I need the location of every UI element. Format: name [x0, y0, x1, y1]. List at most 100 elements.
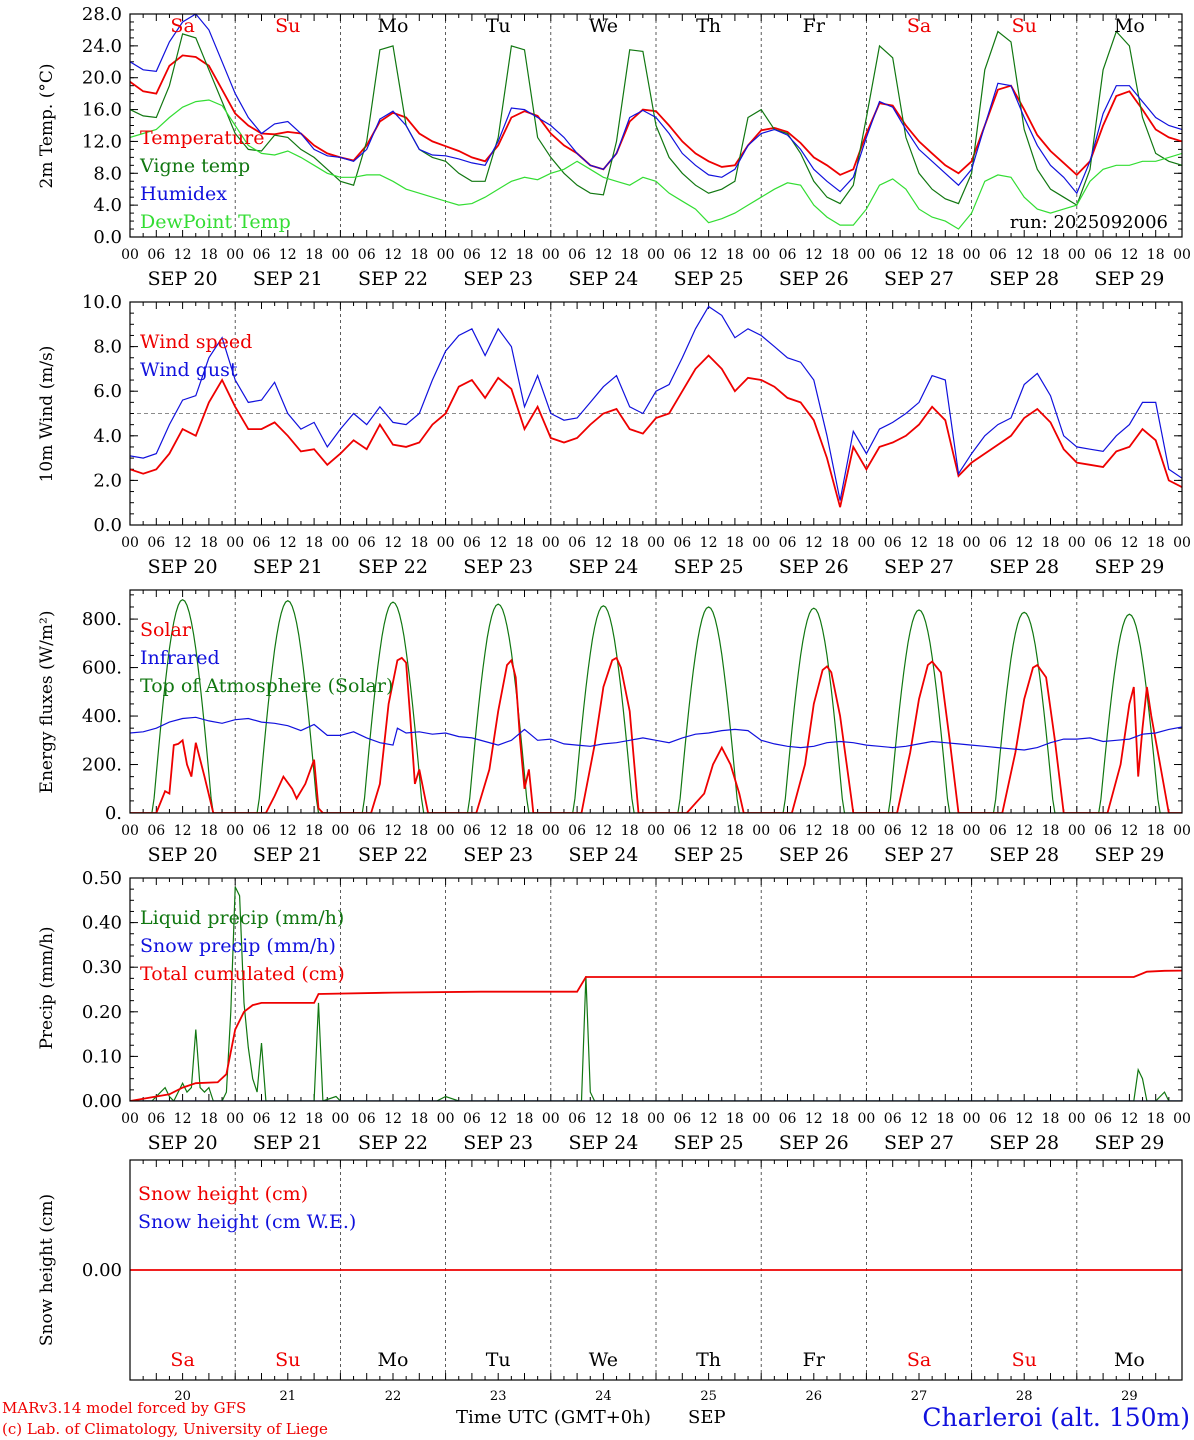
precip-hour-label: 00 [752, 1111, 770, 1127]
precip-hour-label: 00 [226, 1111, 244, 1127]
wind-hour-label: 18 [410, 535, 428, 551]
precip-hour-label: 06 [673, 1111, 691, 1127]
wind-hour-label: 18 [1042, 535, 1060, 551]
energy-y-tick-label: 600. [82, 658, 122, 679]
snow-plot-frame [129, 1159, 1183, 1381]
wind-date-label: SEP 22 [358, 556, 428, 578]
temperature-hour-label: 18 [516, 247, 534, 263]
temperature-hour-label: 18 [1147, 247, 1165, 263]
energy-date-label: SEP 29 [1094, 844, 1164, 866]
precip-hour-label: 12 [174, 1111, 192, 1127]
energy-hour-label: 06 [779, 823, 797, 839]
precip-hour-label: 18 [1042, 1111, 1060, 1127]
precip-hour-label: 00 [963, 1111, 981, 1127]
energy-hour-label: 00 [226, 823, 244, 839]
legend-infrared: Infrared [140, 647, 220, 669]
precip-hour-label: 00 [331, 1111, 349, 1127]
energy-hour-label: 00 [1068, 823, 1086, 839]
credit-line-2: (c) Lab. of Climatology, University of L… [2, 1420, 328, 1438]
energy-hour-label: 06 [989, 823, 1007, 839]
x-axis-title: Time UTC (GMT+0h) [456, 1407, 651, 1428]
snow-day-name: Mo [1114, 1349, 1145, 1371]
precip-date-label: SEP 25 [674, 1132, 744, 1154]
wind-hour-label: 00 [857, 535, 875, 551]
energy-date-label: SEP 27 [884, 844, 954, 866]
temperature-hour-label: 06 [779, 247, 797, 263]
temperature-day-name: Su [1012, 15, 1037, 37]
temperature-date-label: SEP 22 [358, 268, 428, 290]
temperature-day-name: Mo [378, 15, 409, 37]
precip-hour-label: 00 [437, 1111, 455, 1127]
energy-x-axis-labels: 00 06 12 18 00 06 12 18 00 06 12 18 00 06 12 18 00 06 12 18… [121, 823, 1191, 866]
wind-date-label: SEP 23 [463, 556, 533, 578]
energy-hour-label: 06 [463, 823, 481, 839]
energy-series [130, 598, 1182, 813]
wind-day-separators [234, 302, 1078, 525]
temperature-hour-label: 12 [1015, 247, 1033, 263]
series-total-cumulated-cm [130, 969, 1182, 1101]
precip-date-label: SEP 28 [989, 1132, 1059, 1154]
energy-hour-label: 18 [305, 823, 323, 839]
energy-hour-label: 00 [857, 823, 875, 839]
precip-hour-label: 12 [279, 1111, 297, 1127]
wind-hour-label: 00 [647, 535, 665, 551]
energy-hour-label: 12 [384, 823, 402, 839]
wind-hour-label: 18 [936, 535, 954, 551]
day-number-label: 23 [490, 1389, 507, 1404]
station-title: Charleroi (alt. 150m) [922, 1403, 1190, 1432]
precip-y-tick-labels: 0.00 0.10 0.20 0.30 0.40 0.50 [82, 868, 122, 1112]
energy-hour-label: 12 [489, 823, 507, 839]
wind-x-axis-labels: 00 06 12 18 00 06 12 18 00 06 12 18 00 06 12 18 00 06 12 18… [121, 535, 1191, 578]
temperature-date-label: SEP 24 [568, 268, 638, 290]
precip-y-axis-label: Precip (mm/h) [37, 926, 57, 1049]
temperature-hour-label: 12 [594, 247, 612, 263]
precip-hour-label: 18 [200, 1111, 218, 1127]
wind-hour-label: 00 [1173, 535, 1191, 551]
energy-hour-label: 12 [279, 823, 297, 839]
series-solar [130, 656, 1182, 813]
precip-date-label: SEP 26 [779, 1132, 849, 1154]
temperature-hour-label: 00 [226, 247, 244, 263]
precip-date-label: SEP 27 [884, 1132, 954, 1154]
wind-hour-label: 12 [384, 535, 402, 551]
snow-y-tick-label: 0.00 [82, 1260, 122, 1281]
precip-hour-label: 06 [779, 1111, 797, 1127]
wind-hour-label: 00 [226, 535, 244, 551]
wind-y-tick-labels: 0.0 2.0 4.0 6.0 8.0 10.0 [82, 292, 122, 536]
temperature-hour-label: 06 [358, 247, 376, 263]
energy-panel: 0. 200. 400. 600. 800. 00 06 12 18 00 06 12 18 00 06 1… [37, 589, 1191, 866]
wind-date-label: SEP 28 [989, 556, 1059, 578]
precip-hour-label: 12 [1015, 1111, 1033, 1127]
precip-date-label: SEP 29 [1094, 1132, 1164, 1154]
wind-hour-label: 00 [1068, 535, 1086, 551]
series-dewpoint-temp [130, 99, 1182, 230]
precip-plot [129, 877, 1183, 1102]
temperature-hour-label: 00 [1173, 247, 1191, 263]
day-number-label: 27 [911, 1389, 928, 1404]
wind-hour-label: 06 [989, 535, 1007, 551]
wind-plot-frame [129, 301, 1183, 526]
legend-total-cumulated: Total cumulated (cm) [140, 963, 345, 985]
series-liquid-precip-mm-h [130, 886, 1182, 1101]
temperature-y-tick-label: 28.0 [82, 4, 122, 25]
wind-hour-label: 00 [752, 535, 770, 551]
snow-day-name: Su [275, 1349, 300, 1371]
precip-hour-label: 18 [1147, 1111, 1165, 1127]
temperature-day-name: Mo [1114, 15, 1145, 37]
precip-hour-label: 06 [884, 1111, 902, 1127]
snow-day-name: Su [1012, 1349, 1037, 1371]
energy-plot-frame [129, 589, 1183, 814]
temperature-date-label: SEP 20 [148, 268, 218, 290]
temperature-y-tick-label: 20.0 [82, 68, 122, 89]
snow-y-axis-label: Snow height (cm) [37, 1194, 57, 1346]
energy-hour-label: 12 [1015, 823, 1033, 839]
wind-hour-label: 18 [831, 535, 849, 551]
legend-vigne-temp: Vigne temp [139, 155, 250, 177]
wind-date-label: SEP 25 [674, 556, 744, 578]
energy-date-label: SEP 20 [148, 844, 218, 866]
wind-hour-label: 00 [542, 535, 560, 551]
temperature-hour-label: 00 [647, 247, 665, 263]
precip-hour-label: 06 [147, 1111, 165, 1127]
temperature-day-separators [234, 14, 1078, 237]
temperature-y-axis-label: 2m Temp. (°C) [37, 63, 57, 188]
